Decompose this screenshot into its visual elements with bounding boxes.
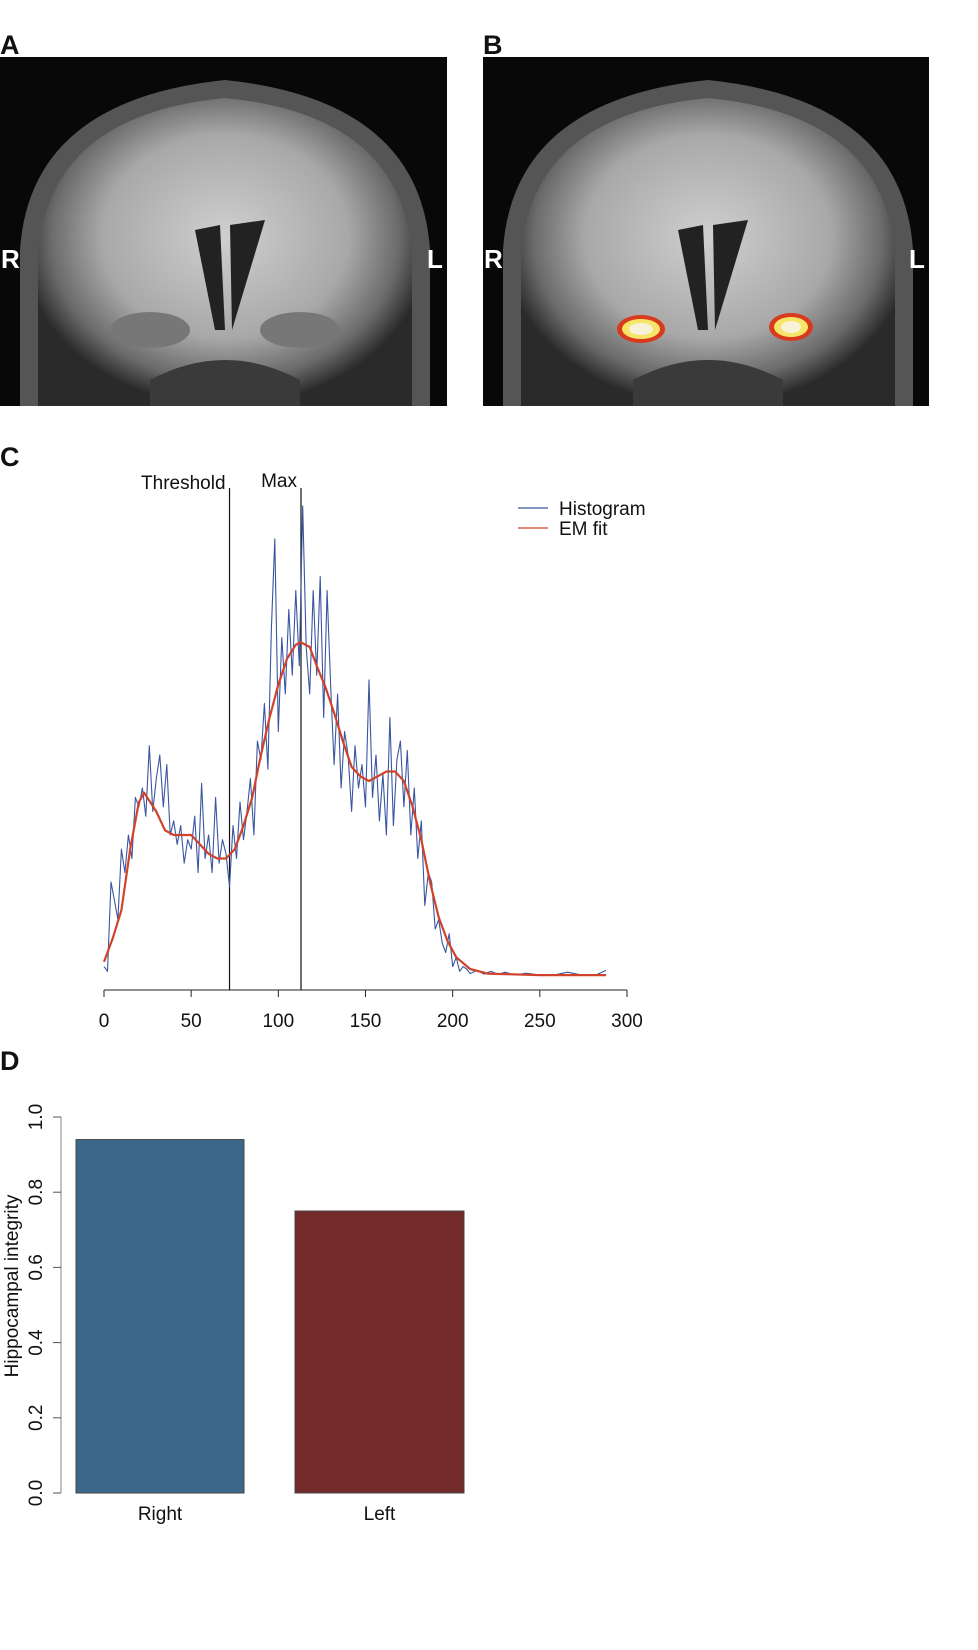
bar-left xyxy=(294,1210,465,1494)
annotation-label-threshold: Threshold xyxy=(141,473,226,494)
y-tick-label: 1.0 xyxy=(26,1104,47,1130)
panel-a-left-marker: L xyxy=(427,244,443,274)
panel-b-right-marker: R xyxy=(484,244,503,274)
y-tick-label: 0.4 xyxy=(26,1329,47,1356)
y-tick-label: 0.0 xyxy=(26,1480,47,1506)
hippocampus-overlay-left xyxy=(769,313,813,341)
mri-image-a xyxy=(0,57,447,406)
x-tick-label: 150 xyxy=(350,1011,382,1032)
x-tick-label: 250 xyxy=(524,1011,556,1032)
panel-b-left-marker: L xyxy=(909,244,925,274)
legend-histogram-label: Histogram xyxy=(559,499,646,520)
panel-d-label: D xyxy=(0,1046,20,1076)
annotation-label-max: Max xyxy=(261,471,297,492)
y-tick-label: 0.6 xyxy=(26,1254,47,1280)
series-histogram xyxy=(103,505,607,976)
x-tick-label: 300 xyxy=(611,1011,643,1032)
panel-c-label: C xyxy=(0,442,20,472)
x-tick-label: 100 xyxy=(262,1011,294,1032)
series-em-fit xyxy=(102,641,607,977)
panel-a-right-marker: R xyxy=(1,244,20,274)
x-tick-label: 0 xyxy=(99,1011,110,1032)
hippocampus-overlay-right xyxy=(617,315,665,343)
legend-emfit-label: EM fit xyxy=(559,519,608,540)
bar-right xyxy=(75,1139,245,1494)
bar-chart: 0.0 0.2 0.4 0.6 0.8 1.0 Right Left xyxy=(26,1104,465,1525)
x-tick-label: 200 xyxy=(437,1011,469,1032)
legend: Histogram EM fit xyxy=(518,499,646,540)
y-tick-label: 0.2 xyxy=(26,1405,47,1431)
panel-b-label: B xyxy=(483,30,503,60)
mri-image-b xyxy=(483,57,929,406)
x-category-label: Left xyxy=(364,1504,396,1525)
histogram-chart: 0 50 100 150 200 250 300 Threshold Max xyxy=(99,471,643,1032)
y-axis-label: Hippocampal integrity xyxy=(2,1194,23,1377)
y-tick-label: 0.8 xyxy=(26,1179,47,1205)
panel-a-label: A xyxy=(0,30,20,60)
x-category-label: Right xyxy=(138,1504,183,1525)
x-tick-label: 50 xyxy=(181,1011,202,1032)
